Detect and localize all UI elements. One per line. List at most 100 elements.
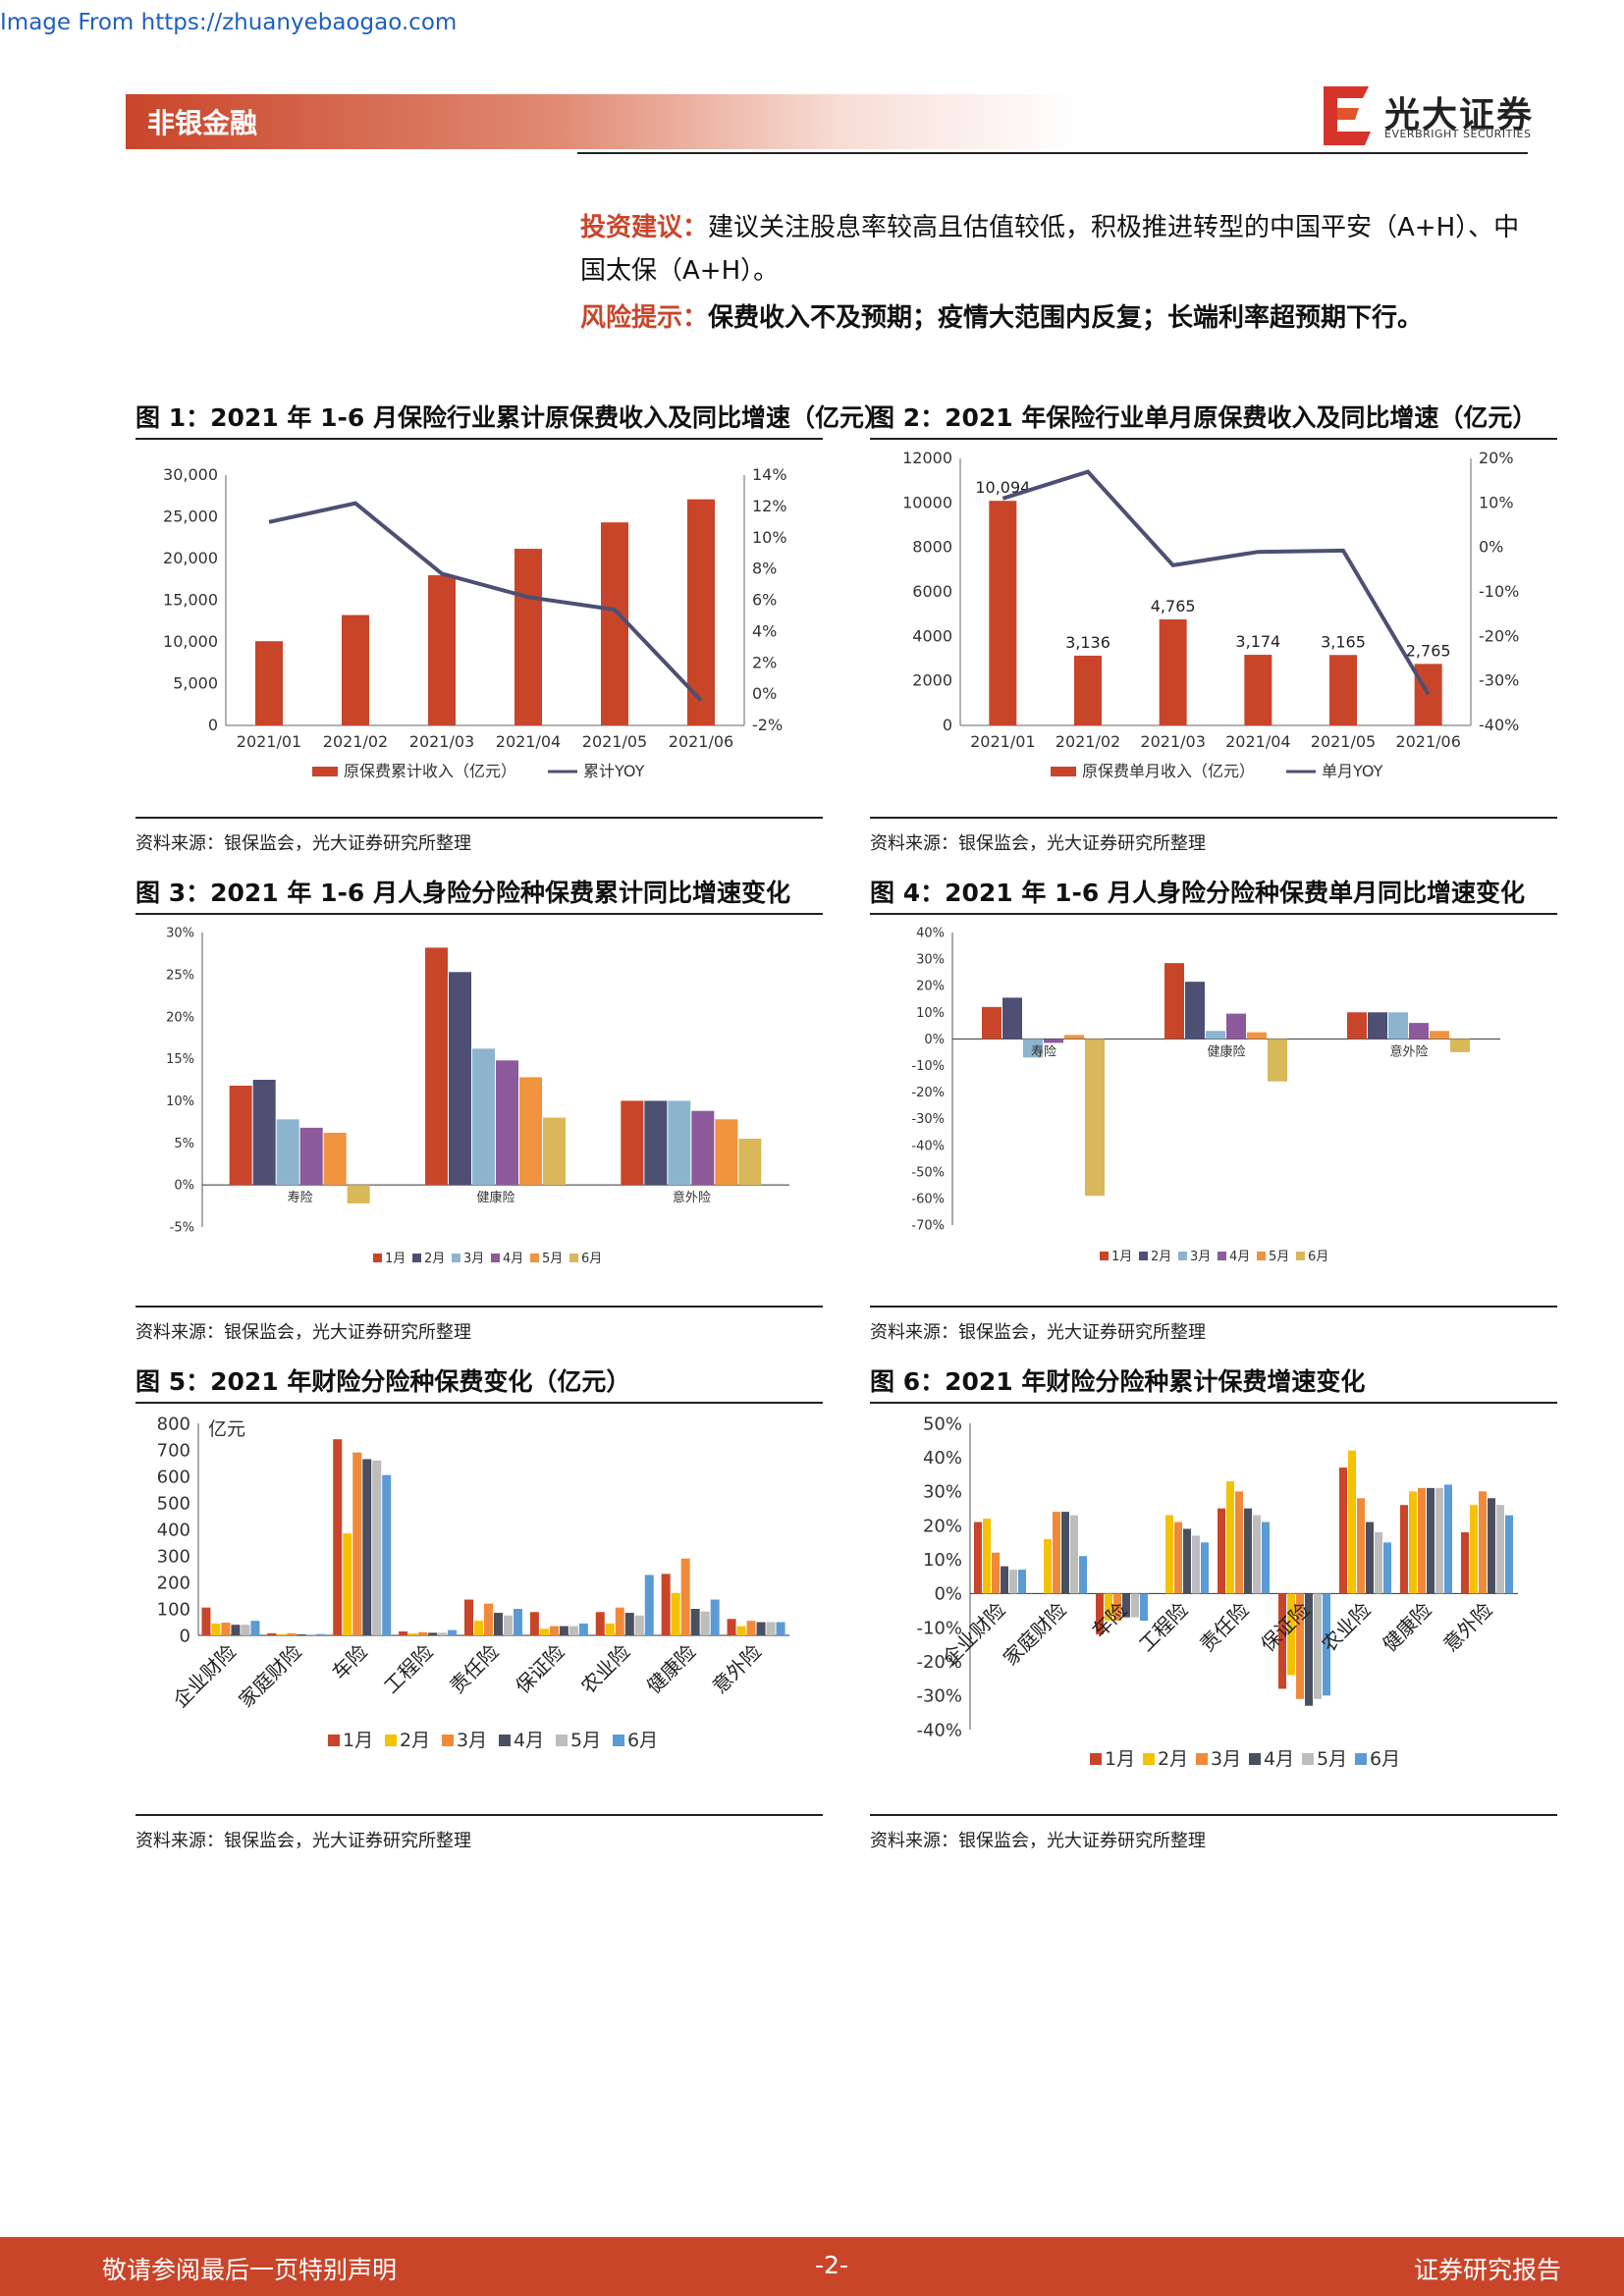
y-tick-label: 20% <box>923 1516 962 1536</box>
y-tick-label: -5% <box>170 1221 194 1236</box>
bar <box>756 1622 766 1635</box>
x-tick-label: 意外险 <box>673 1190 711 1205</box>
legend-swatch <box>1139 1252 1148 1260</box>
yoy-line <box>1001 469 1431 696</box>
everbright-logo-icon <box>1324 86 1371 145</box>
legend-label: 4月 <box>503 1252 523 1266</box>
invest-label: 投资建议： <box>580 213 709 242</box>
bar <box>1247 1032 1267 1040</box>
x-tick-label: 2021/01 <box>970 732 1035 751</box>
bar <box>1505 1515 1513 1594</box>
bar <box>1165 1515 1173 1594</box>
bar <box>1018 1570 1026 1594</box>
x-tick-label: 2021/02 <box>323 732 388 751</box>
bar <box>418 1631 428 1635</box>
x-tick-label: 2021/01 <box>237 732 301 751</box>
legend-label: 5月 <box>542 1252 563 1266</box>
x-tick-label: 意外险 <box>1438 1598 1496 1656</box>
x-tick-label: 2021/06 <box>1395 732 1460 751</box>
bar <box>644 1100 668 1186</box>
legend-label: 6月 <box>1308 1250 1328 1264</box>
legend-swatch <box>491 1254 500 1262</box>
x-tick-label: 责任险 <box>1195 1598 1253 1656</box>
bar <box>1201 1542 1209 1594</box>
bar <box>1400 1505 1408 1594</box>
legend-swatch <box>1196 1753 1208 1765</box>
bar <box>1226 1480 1234 1594</box>
logo-name-en: EVERBRIGHT SECURITIES <box>1384 128 1532 140</box>
bar <box>1044 1039 1063 1043</box>
page-number: -2- <box>815 2251 848 2279</box>
legend-label: 4月 <box>1264 1748 1294 1770</box>
x-tick-label: 寿险 <box>288 1191 313 1205</box>
y-tick-label: 30% <box>916 953 945 968</box>
bar <box>287 1632 297 1635</box>
bar <box>736 1626 746 1635</box>
bar <box>306 1633 316 1635</box>
bar <box>316 1633 326 1635</box>
y-tick-label: -40% <box>911 1139 945 1153</box>
footer-bar <box>0 2237 1624 2296</box>
bar <box>1002 997 1022 1040</box>
legend-label: 6月 <box>581 1252 602 1266</box>
bar <box>347 1185 370 1203</box>
bar <box>1113 1593 1121 1622</box>
bar <box>690 1609 700 1635</box>
bar <box>1366 1522 1374 1594</box>
bar <box>1296 1593 1304 1699</box>
bar <box>1278 1593 1286 1689</box>
legend-swatch <box>569 1254 578 1262</box>
bar <box>1305 1593 1313 1706</box>
x-tick-label: 保证险 <box>511 1640 568 1698</box>
x-tick-label: 意外险 <box>1389 1043 1428 1059</box>
bar <box>1479 1491 1487 1594</box>
y-tick-label: 25,000 <box>163 507 218 526</box>
y-tick-label: 500 <box>157 1493 190 1514</box>
y-tick-label: 10% <box>923 1550 962 1571</box>
legend-label: 2月 <box>424 1252 445 1266</box>
bar <box>1244 1508 1252 1594</box>
bar <box>983 1519 991 1594</box>
legend-swatch-bar <box>312 767 338 776</box>
y-tick-label: 10% <box>166 1095 194 1109</box>
legend-swatch <box>1257 1252 1266 1260</box>
x-tick-label: 意外险 <box>708 1640 766 1698</box>
chart-life-cumulative-growth: 30% 25% 20% 15% 10% 5% 0% -5% 寿险 健康险 意外险 1月 2月 3月 4月 5月… <box>166 927 789 1266</box>
chart-life-monthly-growth: 40% 30% 20% 10% 0% -10% -20% -30% -40% -50% -60% -7… <box>911 927 1500 1264</box>
y-tick-label: 10% <box>916 1006 945 1021</box>
legend-label: 3月 <box>457 1730 487 1751</box>
bar <box>1061 1512 1069 1594</box>
legend-label: 原保费累计收入（亿元） <box>344 762 516 780</box>
figure-2-title: 图 2：2021 年保险行业单月原保费收入及同比增速（亿元） <box>870 403 1538 432</box>
y2-tick-label: -20% <box>1479 626 1519 645</box>
y-tick-label: -20% <box>916 1652 962 1673</box>
bar <box>982 1006 1001 1040</box>
y-tick-label: 0 <box>208 716 218 734</box>
bar <box>621 1100 644 1186</box>
bar <box>211 1623 221 1635</box>
bar <box>578 1623 588 1635</box>
footer-report-type: 证券研究报告 <box>1414 2256 1562 2284</box>
bar <box>615 1607 624 1635</box>
x-tick-label: 健康险 <box>642 1640 700 1698</box>
figure-6-bottom-rule <box>870 1814 1557 1816</box>
legend-label: 2月 <box>1151 1250 1171 1264</box>
y-tick-label: 200 <box>157 1573 190 1593</box>
bar <box>464 1599 473 1635</box>
bar <box>252 1080 276 1186</box>
bar <box>438 1632 448 1635</box>
unit-label: 亿元 <box>208 1418 245 1440</box>
bar <box>1023 1039 1043 1058</box>
bar <box>221 1623 231 1635</box>
legend-swatch <box>530 1254 539 1262</box>
bar <box>1226 1013 1246 1040</box>
bar <box>514 549 542 725</box>
bar <box>484 1603 493 1635</box>
legend-swatch <box>1218 1252 1226 1260</box>
y2-tick-label: -10% <box>1479 582 1519 601</box>
bar <box>1044 1538 1052 1594</box>
bar <box>1206 1031 1225 1040</box>
figure-1-source: 资料来源：银保监会，光大证券研究所整理 <box>135 833 471 854</box>
bar <box>1450 1039 1470 1052</box>
